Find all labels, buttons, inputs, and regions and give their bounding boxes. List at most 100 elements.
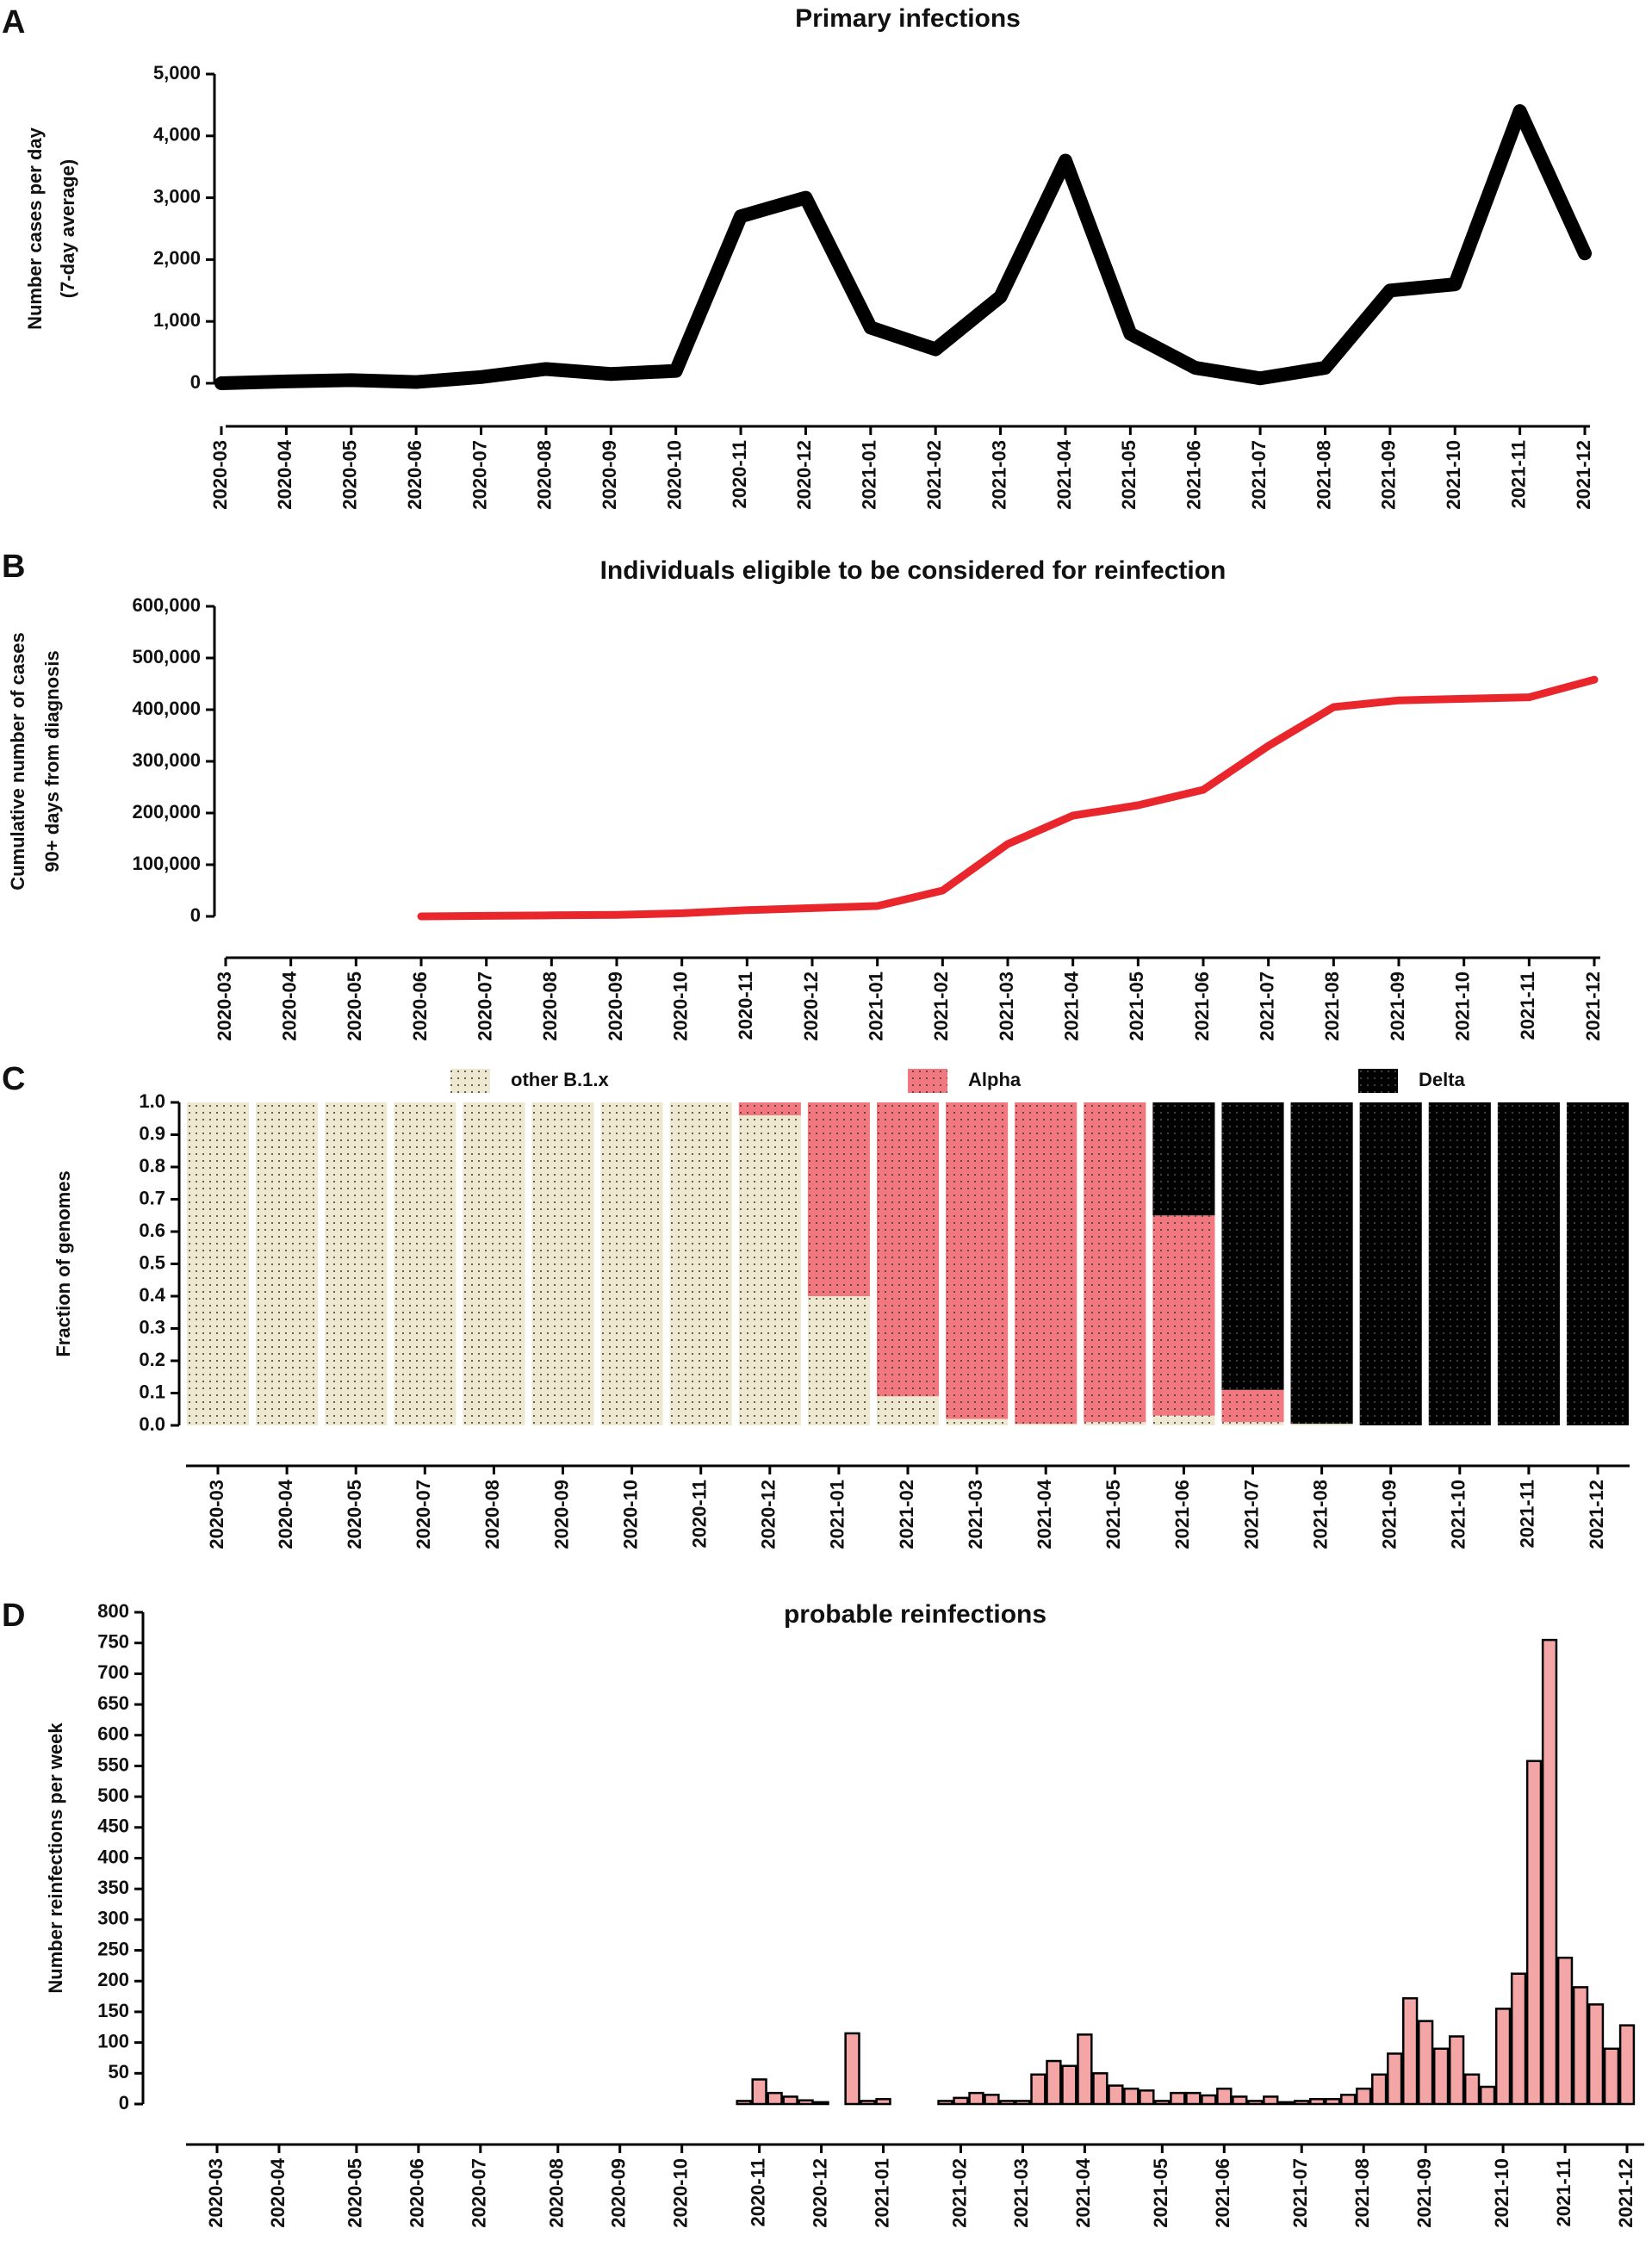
y-tick-label: 600 bbox=[97, 1723, 129, 1745]
x-tick-label: 2021-05 bbox=[1126, 971, 1147, 1041]
x-tick-label: 2020-08 bbox=[539, 971, 561, 1041]
bar bbox=[1108, 2084, 1124, 2106]
chart-title: Individuals eligible to be considered fo… bbox=[600, 556, 1227, 585]
x-tick-label: 2021-09 bbox=[1379, 1480, 1400, 1549]
y-tick-label: 500,000 bbox=[132, 646, 201, 667]
bar bbox=[751, 2078, 767, 2106]
bar bbox=[1030, 2073, 1046, 2106]
bar bbox=[1123, 2087, 1140, 2106]
bar-segment bbox=[1152, 1415, 1215, 1425]
bar bbox=[953, 2096, 969, 2106]
y-tick-label: 0 bbox=[190, 904, 201, 926]
bar bbox=[1541, 1638, 1558, 2106]
data-line bbox=[214, 104, 1592, 390]
bar-segment bbox=[946, 1418, 1009, 1425]
bar bbox=[798, 2099, 814, 2106]
y-tick-label: 100 bbox=[97, 2030, 129, 2051]
bar bbox=[1525, 1760, 1543, 2106]
y-tick-label: 150 bbox=[97, 2000, 129, 2021]
bar bbox=[984, 2094, 1000, 2106]
panel-letter: A bbox=[2, 4, 25, 40]
x-tick-label: 2020-11 bbox=[735, 971, 756, 1040]
x-tick-label: 2020-11 bbox=[689, 1480, 711, 1549]
x-tick-label: 2020-04 bbox=[267, 2157, 289, 2228]
bar-segment bbox=[1152, 1102, 1215, 1216]
y-axis-label: Cumulative number of cases bbox=[7, 632, 28, 891]
y-tick-label: 200 bbox=[97, 1969, 129, 1990]
bar bbox=[937, 2100, 953, 2106]
x-tick-label: 2021-06 bbox=[1183, 440, 1205, 510]
bar-segment bbox=[600, 1102, 663, 1425]
x-tick-label: 2020-06 bbox=[404, 440, 425, 510]
bar-segment bbox=[1152, 1215, 1215, 1416]
x-tick-label: 2021-05 bbox=[1118, 440, 1140, 510]
x-tick-label: 2020-07 bbox=[474, 971, 495, 1041]
bar bbox=[1278, 2101, 1295, 2106]
y-tick-label: 300,000 bbox=[132, 749, 201, 771]
y-axis-label: (7-day average) bbox=[57, 159, 78, 298]
x-tick-label: 2021-12 bbox=[1615, 2158, 1636, 2228]
bar bbox=[1309, 2098, 1326, 2106]
bar bbox=[1448, 2035, 1465, 2106]
x-tick-label: 2021-07 bbox=[1248, 440, 1270, 510]
y-tick-label: 0.7 bbox=[139, 1187, 165, 1208]
bar bbox=[1185, 2091, 1202, 2106]
y-tick-label: 0.6 bbox=[139, 1220, 165, 1241]
bar bbox=[1340, 2094, 1357, 2106]
x-tick-label: 2020-04 bbox=[274, 439, 295, 510]
bar bbox=[1216, 2087, 1233, 2106]
x-tick-label: 2021-03 bbox=[988, 440, 1009, 510]
x-tick-label: 2020-09 bbox=[550, 1480, 572, 1549]
bar bbox=[1232, 2095, 1248, 2106]
x-tick-label: 2021-01 bbox=[827, 1480, 848, 1549]
bar bbox=[1386, 2052, 1403, 2106]
bar bbox=[736, 2100, 752, 2106]
x-tick-label: 2020-03 bbox=[209, 440, 231, 510]
x-tick-label: 2020-12 bbox=[793, 440, 815, 510]
x-tick-label: 2021-07 bbox=[1256, 971, 1277, 1041]
bar-segment bbox=[256, 1102, 319, 1425]
bar bbox=[1046, 2059, 1062, 2106]
x-tick-label: 2021-04 bbox=[1060, 971, 1082, 1041]
x-tick-label: 2021-09 bbox=[1413, 2158, 1435, 2228]
y-tick-label: 450 bbox=[97, 1816, 129, 1837]
x-tick-label: 2021-03 bbox=[996, 971, 1017, 1041]
bar-segment bbox=[325, 1102, 388, 1425]
x-tick-label: 2021-08 bbox=[1313, 440, 1334, 510]
bar bbox=[1479, 2085, 1496, 2106]
bar-segment bbox=[463, 1102, 525, 1425]
x-tick-label: 2020-06 bbox=[409, 971, 431, 1041]
y-axis-label: Fraction of genomes bbox=[53, 1170, 74, 1356]
y-tick-label: 400,000 bbox=[132, 698, 201, 719]
bar bbox=[1139, 2089, 1155, 2106]
y-tick-label: 3,000 bbox=[153, 185, 201, 207]
x-tick-label: 2021-08 bbox=[1351, 2158, 1373, 2228]
x-tick-label: 2020-09 bbox=[599, 440, 620, 510]
bar-segment bbox=[1290, 1102, 1353, 1425]
y-axis-label: Number cases per day bbox=[24, 127, 46, 330]
x-tick-label: 2020-12 bbox=[809, 2158, 830, 2228]
bar-segment bbox=[946, 1102, 1009, 1419]
x-tick-label: 2021-06 bbox=[1191, 971, 1213, 1041]
chart-title: probable reinfections bbox=[784, 1600, 1046, 1629]
bar-segment bbox=[1221, 1389, 1284, 1423]
x-tick-label: 2021-05 bbox=[1150, 2158, 1171, 2228]
x-tick-label: 2020-06 bbox=[407, 2158, 428, 2228]
x-tick-label: 2021-01 bbox=[865, 971, 886, 1041]
bar bbox=[844, 2032, 860, 2106]
x-tick-label: 2020-05 bbox=[339, 440, 361, 510]
x-tick-label: 2021-08 bbox=[1321, 971, 1343, 1041]
bar bbox=[1092, 2072, 1109, 2106]
x-tick-label: 2020-03 bbox=[214, 971, 235, 1041]
x-tick-label: 2020-05 bbox=[345, 2158, 366, 2228]
bar-segment bbox=[1428, 1102, 1491, 1425]
x-tick-label: 2021-08 bbox=[1309, 1480, 1331, 1549]
x-tick-label: 2020-09 bbox=[605, 971, 626, 1041]
bar bbox=[1201, 2094, 1217, 2106]
bar bbox=[1154, 2100, 1171, 2106]
bar-segment bbox=[876, 1102, 940, 1397]
x-tick-label: 2021-10 bbox=[1448, 1480, 1469, 1549]
x-tick-label: 2021-06 bbox=[1212, 2158, 1233, 2228]
x-tick-label: 2020-10 bbox=[619, 1480, 641, 1549]
x-tick-label: 2020-10 bbox=[663, 440, 685, 510]
